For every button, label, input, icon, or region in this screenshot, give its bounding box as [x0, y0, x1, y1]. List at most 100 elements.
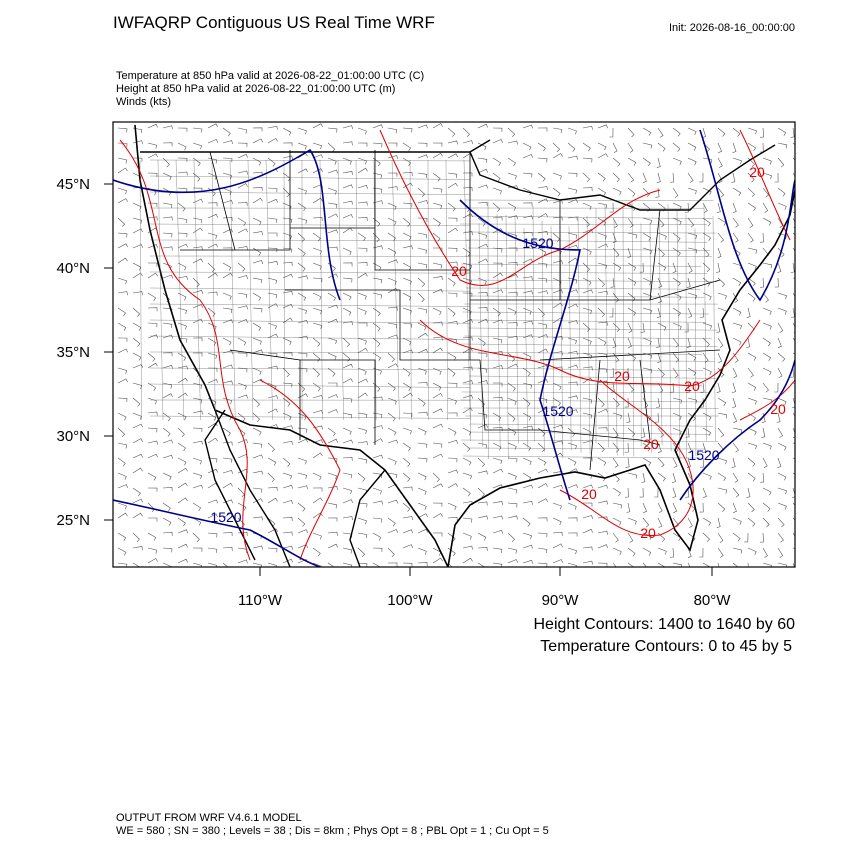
wind-barb: [582, 262, 590, 273]
wind-barb: [147, 472, 157, 481]
wind-barb: [597, 243, 608, 249]
wind-barb: [237, 319, 248, 324]
wind-barb: [312, 247, 322, 255]
wind-barb: [162, 202, 173, 209]
height-contours: [113, 129, 795, 567]
wind-barb: [567, 364, 578, 369]
wind-barb: [759, 532, 764, 543]
wind-barb: [357, 201, 368, 206]
wind-barb: [732, 472, 739, 483]
wind-barb: [522, 142, 532, 151]
wind-barb: [342, 125, 353, 130]
wind-barb: [732, 307, 742, 316]
wind-barb: [627, 532, 634, 543]
wind-barb: [342, 427, 352, 435]
wind-barb: [672, 412, 682, 421]
wind-barb: [282, 303, 293, 309]
wind-barb: [177, 352, 187, 361]
wind-barb: [342, 363, 353, 369]
wind-barb: [657, 472, 666, 482]
wind-barb: [192, 547, 203, 552]
wind-barb: [747, 472, 756, 482]
wind-barb: [447, 516, 458, 521]
field-label: Winds (kts): [116, 96, 171, 108]
wind-barb: [777, 472, 787, 481]
wind-barb: [147, 440, 158, 445]
wind-barb: [387, 352, 395, 363]
wind-barb: [717, 412, 728, 419]
wind-barb: [731, 172, 736, 183]
wind-barb: [237, 439, 248, 444]
wind-barb: [387, 172, 398, 177]
wind-barb: [447, 202, 456, 212]
wind-barb: [402, 277, 412, 285]
wind-barb: [537, 262, 548, 268]
wind-barb: [624, 442, 629, 453]
axes: 45°N 40°N 35°N 30°N 25°N 110°W 100°W 90°W 80°W: [56, 176, 731, 609]
wind-barb: [117, 502, 127, 510]
wind-barb: [297, 502, 306, 512]
wind-barb: [732, 382, 736, 393]
wind-barb: [522, 517, 531, 527]
wind-barb: [746, 337, 751, 348]
wind-barb: [522, 187, 532, 196]
wind-barb: [417, 332, 428, 339]
wind-barb: [132, 438, 143, 444]
wind-barb: [357, 441, 368, 446]
wind-barb: [552, 559, 563, 564]
wind-barb: [162, 393, 173, 399]
map-frame: [112, 121, 796, 568]
wind-barb: [612, 232, 617, 243]
wind-barb: [747, 127, 757, 135]
wind-barb: [222, 546, 233, 551]
wind-barb: [567, 277, 578, 284]
wind-barb: [462, 336, 473, 341]
wind-barb: [777, 352, 786, 362]
wind-barb: [699, 172, 704, 183]
height-contour-label: 1520: [210, 509, 241, 525]
wind-barb: [312, 217, 323, 222]
wind-barb: [162, 125, 173, 130]
wind-barb: [552, 517, 562, 526]
wind-barb: [552, 127, 563, 134]
wind-barb: [627, 307, 637, 317]
wind-barb: [402, 322, 413, 328]
wind-barb: [702, 487, 707, 498]
wind-barb: [177, 543, 188, 549]
wind-barb: [699, 547, 704, 558]
wind-barb: [372, 438, 383, 444]
wind-barb: [597, 142, 607, 151]
wind-barb: [747, 517, 756, 527]
wind-barb: [312, 168, 323, 174]
wind-barb: [567, 320, 578, 325]
wind-barb: [147, 216, 158, 221]
wind-barb: [717, 187, 725, 198]
wind-barb: [372, 245, 383, 250]
wind-barb: [402, 562, 413, 567]
wind-barb: [477, 337, 486, 347]
wind-barb: [672, 262, 677, 273]
wind-barb: [222, 482, 233, 489]
wind-barb: [312, 497, 323, 504]
wind-barb: [297, 292, 307, 301]
wind-barb: [237, 217, 247, 227]
wind-barb: [447, 382, 458, 388]
wind-barb: [747, 562, 749, 567]
wind-barb: [177, 232, 188, 238]
wind-barb: [582, 457, 593, 462]
wind-barb: [747, 232, 754, 243]
wind-barb: [792, 142, 795, 146]
wind-barb: [177, 467, 188, 474]
wind-barb: [672, 487, 677, 498]
wind-barb: [582, 125, 593, 130]
wind-barb: [222, 427, 231, 437]
wind-barb: [282, 142, 293, 147]
wind-barb: [177, 497, 188, 504]
wind-barb: [132, 291, 143, 296]
wind-barb: [417, 124, 428, 129]
wind-barb: [552, 543, 563, 549]
wind-barb: [148, 517, 158, 522]
wind-barb: [789, 367, 794, 378]
wind-barb: [792, 427, 795, 438]
